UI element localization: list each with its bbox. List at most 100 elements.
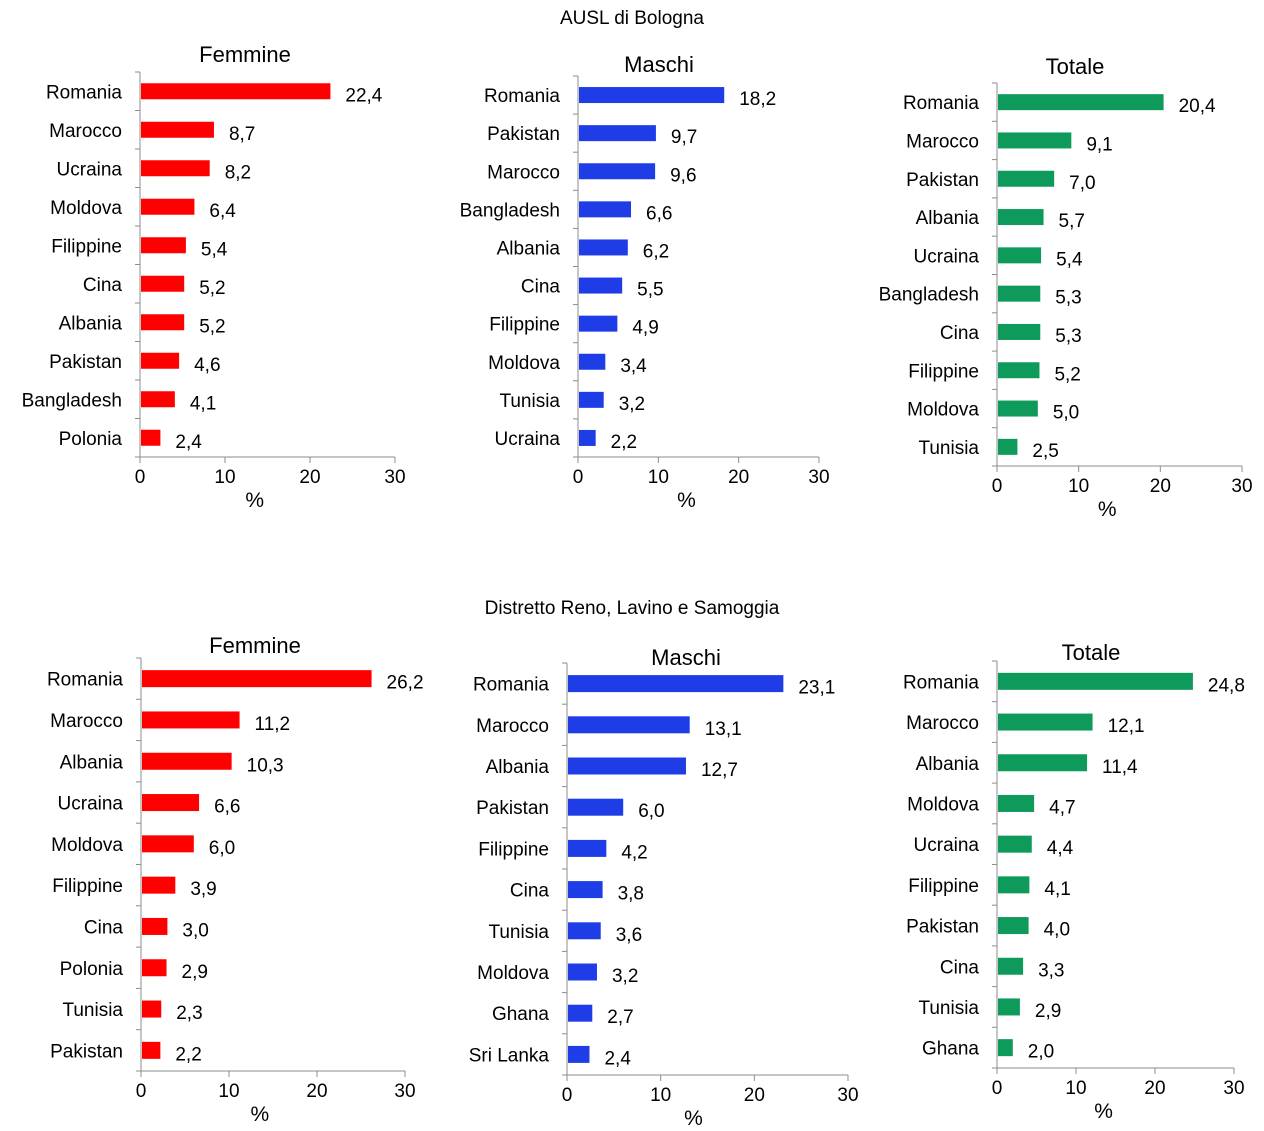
bar xyxy=(141,352,180,369)
category-label: Cina xyxy=(940,323,980,344)
data-label: 26,2 xyxy=(387,673,424,694)
x-tick-label: 10 xyxy=(214,467,235,488)
x-tick-label: 0 xyxy=(992,476,1003,497)
category-label: Pakistan xyxy=(906,170,979,191)
data-label: 4,4 xyxy=(1047,838,1074,859)
data-label: 20,4 xyxy=(1179,96,1216,117)
bar xyxy=(142,876,176,894)
data-label: 4,0 xyxy=(1044,920,1070,941)
category-label: Romania xyxy=(473,675,549,696)
chart-title: Totale xyxy=(1062,640,1121,665)
category-label: Ucraina xyxy=(914,835,980,856)
data-label: 5,0 xyxy=(1053,403,1079,424)
bar xyxy=(568,881,603,899)
category-label: Moldova xyxy=(907,794,979,815)
data-label: 11,2 xyxy=(255,714,291,735)
data-label: 13,1 xyxy=(705,719,742,740)
bar xyxy=(568,716,690,734)
data-label: 24,8 xyxy=(1208,675,1245,696)
data-label: 18,2 xyxy=(739,89,776,110)
x-tick-label: 20 xyxy=(299,467,320,488)
category-label: Ucraina xyxy=(914,246,980,267)
data-label: 3,6 xyxy=(616,925,642,946)
bar xyxy=(579,429,596,446)
data-label: 5,2 xyxy=(199,316,225,337)
bar xyxy=(998,400,1038,417)
category-label: Albania xyxy=(60,752,124,773)
x-axis-label: % xyxy=(1098,498,1117,521)
bar xyxy=(142,959,167,977)
x-tick-label: 0 xyxy=(136,1081,147,1102)
bar xyxy=(998,876,1030,894)
bar xyxy=(998,672,1193,690)
category-label: Moldova xyxy=(50,198,122,219)
data-label: 2,5 xyxy=(1032,441,1058,462)
category-label: Albania xyxy=(916,208,980,229)
category-label: Pakistan xyxy=(487,124,560,145)
bar xyxy=(998,1039,1013,1057)
x-tick-label: 20 xyxy=(306,1081,327,1102)
bar xyxy=(568,757,686,775)
bar xyxy=(568,798,624,816)
category-label: Ucraina xyxy=(57,159,123,180)
data-label: 11,4 xyxy=(1102,757,1138,778)
data-label: 23,1 xyxy=(798,678,835,699)
x-tick-label: 0 xyxy=(562,1085,573,1106)
category-label: Polonia xyxy=(59,429,123,450)
data-label: 6,2 xyxy=(643,241,669,262)
bar xyxy=(141,121,214,138)
x-tick-label: 10 xyxy=(648,467,669,488)
bar xyxy=(568,922,601,940)
data-label: 12,1 xyxy=(1108,716,1145,737)
category-label: Moldova xyxy=(907,400,979,421)
data-label: 8,2 xyxy=(225,162,251,183)
data-label: 3,4 xyxy=(620,356,647,377)
section-title-ausl: AUSL di Bologna xyxy=(559,8,704,29)
bar xyxy=(998,794,1035,812)
data-label: 4,2 xyxy=(621,842,647,863)
category-label: Pakistan xyxy=(49,352,122,373)
bar xyxy=(579,163,656,180)
data-label: 5,4 xyxy=(201,239,228,260)
data-label: 2,2 xyxy=(175,1044,201,1065)
bar xyxy=(998,917,1029,935)
bar xyxy=(568,963,597,981)
data-label: 5,3 xyxy=(1055,326,1081,347)
bar xyxy=(141,314,185,331)
bar xyxy=(998,835,1032,853)
bar xyxy=(142,670,372,688)
x-tick-label: 30 xyxy=(1223,1078,1244,1099)
bar xyxy=(998,713,1093,731)
data-label: 9,1 xyxy=(1086,134,1112,155)
bar xyxy=(141,275,185,292)
data-label: 2,4 xyxy=(604,1048,631,1069)
category-label: Bangladesh xyxy=(879,285,979,306)
x-tick-label: 30 xyxy=(808,467,829,488)
category-label: Marocco xyxy=(476,716,549,737)
bar xyxy=(141,198,195,215)
bar xyxy=(579,239,628,256)
bar xyxy=(142,1000,162,1018)
bar xyxy=(579,87,725,104)
category-label: Cina xyxy=(84,917,124,938)
data-label: 10,3 xyxy=(247,755,284,776)
chart-title: Maschi xyxy=(651,645,721,670)
bar xyxy=(142,794,200,812)
category-label: Filippine xyxy=(52,876,123,897)
bar xyxy=(142,711,240,729)
bar xyxy=(998,132,1072,149)
category-label: Tunisia xyxy=(62,1000,123,1021)
data-label: 6,4 xyxy=(209,201,236,222)
bar xyxy=(579,125,656,142)
data-label: 3,2 xyxy=(619,394,645,415)
bar xyxy=(998,170,1055,187)
category-label: Romania xyxy=(46,82,122,103)
data-label: 2,9 xyxy=(182,962,208,983)
category-label: Moldova xyxy=(477,963,549,984)
category-label: Ucraina xyxy=(495,429,561,450)
category-label: Marocco xyxy=(49,121,122,142)
bar xyxy=(141,429,161,446)
x-tick-label: 10 xyxy=(1065,1078,1086,1099)
bar xyxy=(998,362,1040,379)
